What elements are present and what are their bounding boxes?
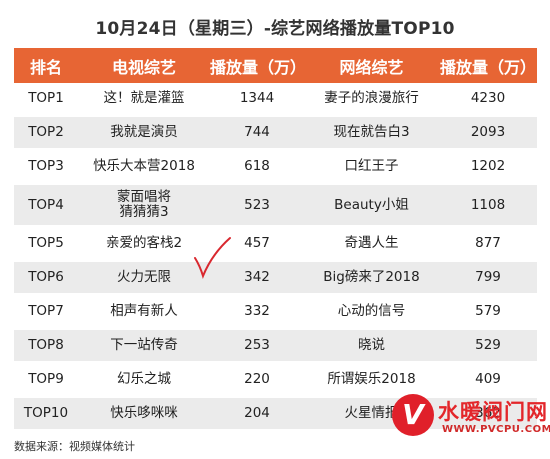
net-views-cell: 409: [439, 362, 537, 398]
net-show-cell: Big磅来了2018: [304, 260, 439, 296]
tv-views-cell: 618: [210, 149, 304, 185]
net-show-cell: 所谓娱乐2018: [304, 362, 439, 398]
rank-cell: TOP6: [14, 260, 78, 296]
rank-cell: TOP7: [14, 294, 78, 330]
rank-cell: TOP5: [14, 226, 78, 262]
tv-show-text: 蒙面唱将猜猜猜3: [117, 189, 171, 220]
watermark-logo: V 水暖阀门网 WWW.PVCPU.COM: [386, 392, 550, 456]
tv-views-cell: 220: [210, 362, 304, 398]
rank-cell: TOP9: [14, 362, 78, 398]
tv-show-cell: 快乐哆咪咪: [78, 396, 210, 432]
watermark-name: 水暖阀门网: [438, 400, 548, 424]
table-row: TOP2 我就是演员 744 现在就告白3 2093: [14, 115, 537, 151]
rank-cell: TOP8: [14, 328, 78, 364]
net-views-cell: 877: [439, 226, 537, 262]
table-row: TOP5 亲爱的客栈2 457 奇遇人生 877: [14, 226, 537, 262]
net-views-cell: 362: [439, 396, 537, 432]
tv-show-cell: 幻乐之城: [78, 362, 210, 398]
ranking-table: 排名 电视综艺 播放量（万） 网络综艺 播放量（万） TOP1 这！就是灌篮 1…: [14, 48, 537, 432]
tv-views-cell: 332: [210, 294, 304, 330]
net-views-cell: 1202: [439, 149, 537, 185]
table-row: TOP8 下一站传奇 253 晓说 529: [14, 328, 537, 364]
header-net-show: 网络综艺: [304, 48, 439, 83]
watermark-url: WWW.PVCPU.COM: [442, 424, 550, 435]
header-row: 排名 电视综艺 播放量（万） 网络综艺 播放量（万）: [14, 48, 537, 83]
tv-show-cell: 下一站传奇: [78, 328, 210, 364]
tv-views-cell: 523: [210, 183, 304, 228]
net-show-cell: 奇遇人生: [304, 226, 439, 262]
rank-cell: TOP3: [14, 149, 78, 185]
net-show-cell: 妻子的浪漫旅行: [304, 83, 439, 117]
tv-show-cell: 相声有新人: [78, 294, 210, 330]
tv-views-cell: 253: [210, 328, 304, 364]
table-row: TOP6 火力无限 342 Big磅来了2018 799: [14, 260, 537, 296]
tv-views-cell: 1344: [210, 83, 304, 117]
header-tv-show: 电视综艺: [78, 48, 210, 83]
tv-views-cell: 744: [210, 115, 304, 151]
table-row: TOP10 快乐哆咪咪 204 火星情报 362: [14, 396, 537, 432]
rank-cell: TOP1: [14, 83, 78, 117]
tv-show-cell: 我就是演员: [78, 115, 210, 151]
tv-show-cell: 快乐大本营2018: [78, 149, 210, 185]
table-row: TOP7 相声有新人 332 心动的信号 579: [14, 294, 537, 330]
net-show-cell: 口红王子: [304, 149, 439, 185]
table-row: TOP1 这！就是灌篮 1344 妻子的浪漫旅行 4230: [14, 83, 537, 117]
table-title: 10月24日（星期三）-综艺网络播放量TOP10: [95, 19, 455, 39]
table-row: TOP4 蒙面唱将猜猜猜3 523 Beauty小姐 1108: [14, 183, 537, 228]
net-views-cell: 1108: [439, 183, 537, 228]
net-show-cell: 晓说: [304, 328, 439, 364]
net-views-cell: 529: [439, 328, 537, 364]
tv-show-cell: 这！就是灌篮: [78, 83, 210, 117]
checkmark-icon: [194, 237, 231, 279]
tv-views-cell: 457: [210, 226, 304, 262]
tv-show-cell: 火力无限: [78, 260, 210, 296]
net-views-cell: 4230: [439, 83, 537, 117]
table-row: TOP9 幻乐之城 220 所谓娱乐2018 409: [14, 362, 537, 398]
header-tv-views: 播放量（万）: [210, 48, 306, 83]
header-rank: 排名: [14, 48, 78, 83]
rank-cell: TOP2: [14, 115, 78, 151]
rank-cell: TOP10: [14, 396, 78, 432]
tv-views-cell: 204: [210, 396, 304, 432]
table-row: TOP3 快乐大本营2018 618 口红王子 1202: [14, 149, 537, 185]
rank-cell: TOP4: [14, 183, 78, 228]
watermark-mark: V: [392, 394, 434, 436]
net-views-cell: 799: [439, 260, 537, 296]
net-views-cell: 579: [439, 294, 537, 330]
net-views-cell: 2093: [439, 115, 537, 151]
tv-show-cell: 蒙面唱将猜猜猜3: [78, 183, 210, 228]
net-show-cell: Beauty小姐: [304, 183, 439, 228]
data-source-note: 数据来源：视频媒体统计: [14, 440, 135, 453]
net-show-cell: 现在就告白3: [304, 115, 439, 151]
net-show-cell: 心动的信号: [304, 294, 439, 330]
header-net-views: 播放量（万）: [439, 48, 537, 83]
tv-views-cell: 342: [210, 260, 304, 296]
tv-show-cell: 亲爱的客栈2: [78, 226, 210, 262]
